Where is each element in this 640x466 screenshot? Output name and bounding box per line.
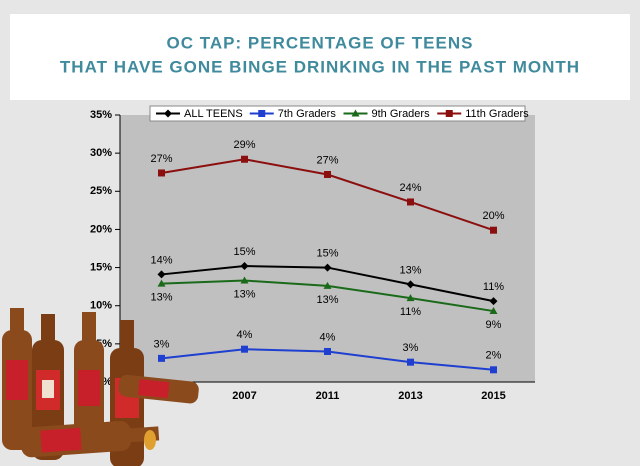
x-tick-label: 2011 xyxy=(316,390,340,402)
data-label: 4% xyxy=(320,331,336,343)
chart-title: OC TAP: PERCENTAGE OF TEENS xyxy=(167,33,474,52)
y-tick-label: 15% xyxy=(90,261,112,273)
legend-label: 7th Graders xyxy=(278,108,337,120)
point xyxy=(323,263,332,272)
data-label: 11% xyxy=(400,306,421,318)
data-label: 27% xyxy=(316,154,338,166)
point xyxy=(351,109,360,117)
bottle-illustration xyxy=(2,308,199,466)
legend-label: ALL TEENS xyxy=(184,108,243,120)
point xyxy=(164,109,172,118)
data-label: 3% xyxy=(154,338,170,350)
data-label: 3% xyxy=(403,342,419,354)
data-label: 15% xyxy=(233,246,255,258)
data-label: 11% xyxy=(483,281,504,293)
data-label: 2% xyxy=(486,350,502,362)
data-label: 20% xyxy=(482,210,504,222)
point xyxy=(324,347,331,355)
point xyxy=(240,262,249,271)
y-tick-label: 25% xyxy=(90,185,112,197)
point xyxy=(158,354,165,362)
data-label: 9% xyxy=(486,319,502,331)
plot: 0%5%10%15%20%25%30%35%200520072011201320… xyxy=(90,105,535,402)
point xyxy=(158,169,165,177)
point xyxy=(406,280,415,289)
data-label: 13% xyxy=(399,264,421,276)
data-label: 13% xyxy=(150,291,172,303)
data-label: 15% xyxy=(316,247,338,259)
legend-label: 11th Graders xyxy=(465,108,529,120)
y-tick-label: 20% xyxy=(90,223,112,235)
y-tick-label: 10% xyxy=(90,300,112,312)
point xyxy=(407,198,414,206)
point xyxy=(445,110,453,117)
x-tick-label: 2015 xyxy=(481,390,505,402)
point xyxy=(241,345,248,353)
y-tick-label: 30% xyxy=(90,147,112,159)
plot-area xyxy=(120,115,535,382)
data-label: 13% xyxy=(233,288,255,300)
point xyxy=(489,307,498,315)
point xyxy=(241,155,248,163)
data-label: 13% xyxy=(316,294,338,306)
point xyxy=(490,366,497,374)
data-label: 27% xyxy=(150,153,172,165)
y-tick-label: 35% xyxy=(90,109,112,121)
x-tick-label: 2007 xyxy=(232,390,256,402)
point xyxy=(324,171,331,179)
point xyxy=(323,281,332,289)
point xyxy=(258,110,266,117)
title-box xyxy=(10,14,630,100)
chart-title: THAT HAVE GONE BINGE DRINKING IN THE PAS… xyxy=(60,57,580,76)
point xyxy=(157,279,166,287)
data-label: 4% xyxy=(237,329,253,341)
point xyxy=(489,297,498,306)
data-label: 14% xyxy=(150,254,172,266)
legend-box xyxy=(149,105,526,122)
point xyxy=(240,276,249,284)
data-label: 24% xyxy=(399,182,421,194)
x-tick-label: 2013 xyxy=(398,390,422,402)
legend-label: 9th Graders xyxy=(372,108,431,120)
data-label: 29% xyxy=(233,139,255,151)
point xyxy=(406,294,415,302)
point xyxy=(490,226,497,234)
point xyxy=(157,270,166,279)
point xyxy=(407,358,414,366)
